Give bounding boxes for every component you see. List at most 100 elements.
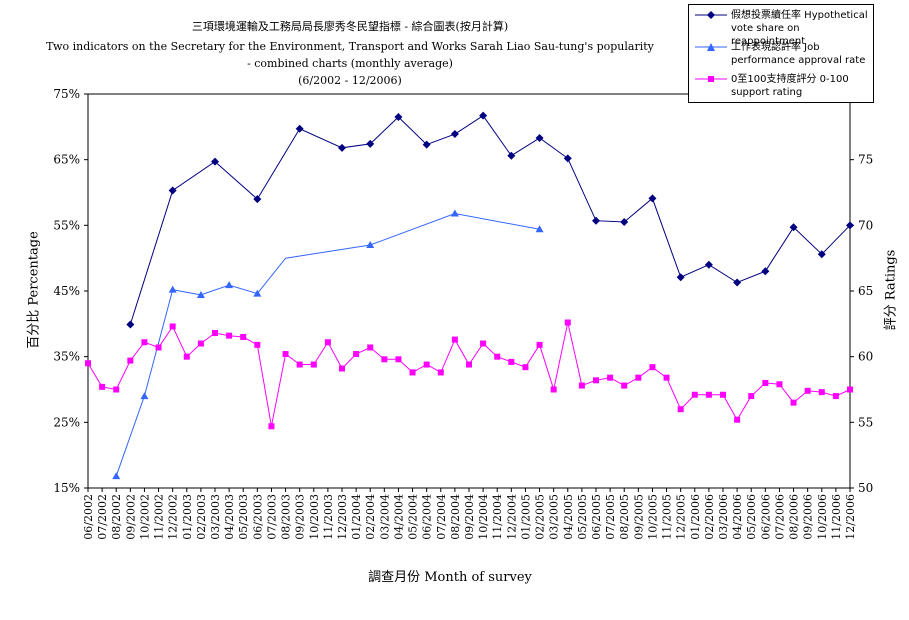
data-point-square — [607, 374, 614, 381]
x-tick-label: 11/2004 — [491, 494, 504, 540]
x-tick-label: 04/2005 — [562, 494, 575, 540]
data-point-square — [353, 351, 360, 358]
data-point-square — [494, 353, 501, 360]
series-line-0 — [129, 115, 851, 325]
chart-title-english: Two indicators on the Secretary for the … — [46, 40, 654, 53]
x-tick-label: 04/2004 — [392, 494, 405, 540]
data-point-triangle — [535, 225, 544, 233]
data-point-diamond — [394, 112, 403, 121]
series-line-2 — [87, 322, 851, 427]
data-point-square — [635, 374, 642, 381]
data-point-square — [127, 357, 134, 364]
x-tick-label: 04/2003 — [223, 494, 236, 540]
data-point-square — [296, 361, 303, 368]
x-tick-label: 08/2005 — [618, 494, 631, 540]
x-axis-label: 調查月份 Month of survey — [368, 570, 532, 585]
x-tick-label: 09/2003 — [294, 494, 307, 540]
chart-title-chinese: 三項環境運輸及工務局局長廖秀冬民望指標 - 綜合圖表(按月計算) — [191, 20, 509, 33]
data-point-square — [621, 382, 628, 389]
x-tick-label: 07/2004 — [435, 494, 448, 540]
data-point-diamond — [846, 221, 854, 230]
data-point-diamond — [789, 223, 798, 232]
data-point-square — [155, 344, 162, 351]
x-tick-label: 09/2006 — [802, 494, 815, 540]
x-tick-label: 12/2004 — [505, 494, 518, 540]
x-tick-label: 12/2002 — [167, 494, 180, 540]
legend-symbol-diamond — [695, 11, 727, 19]
legend-label-approval-2: performance approval rate — [731, 55, 866, 66]
x-tick-label: 09/2004 — [463, 494, 476, 540]
y-right-tick-label: 55 — [858, 415, 873, 429]
x-tick-label: 11/2003 — [322, 494, 335, 540]
x-tick-label: 06/2003 — [251, 494, 264, 540]
x-tick-label: 01/2004 — [350, 494, 363, 540]
legend-label-approval-1: 工作表現認許率 Job — [731, 42, 820, 53]
x-tick-label: 08/2002 — [110, 494, 123, 540]
data-point-square — [113, 386, 120, 393]
data-point-square — [705, 391, 712, 398]
x-tick-label: 01/2003 — [181, 494, 194, 540]
x-tick-label: 07/2003 — [265, 494, 278, 540]
x-tick-label: 03/2005 — [548, 494, 561, 540]
x-tick-label: 08/2004 — [449, 494, 462, 540]
data-point-square — [141, 339, 148, 346]
legend-label-rating-1: 0至100支持度評分 0-100 — [731, 74, 849, 85]
x-tick-label: 09/2005 — [632, 494, 645, 540]
data-point-square — [183, 353, 190, 360]
x-tick-label: 10/2003 — [308, 494, 321, 540]
chart-legend: 假想投票續任率 Hypothetical vote share on reappo… — [688, 4, 874, 103]
data-point-triangle — [196, 290, 205, 298]
y-left-tick-label: 25% — [53, 415, 80, 429]
x-tick-label: 05/2004 — [407, 494, 420, 540]
data-point-square — [536, 341, 543, 348]
y-left-tick-label: 45% — [53, 284, 80, 298]
data-point-square — [254, 341, 261, 348]
data-point-square — [578, 382, 585, 389]
data-point-square — [790, 399, 797, 406]
y-axis-right-label: 評分 Ratings — [883, 249, 899, 331]
data-point-triangle — [366, 241, 375, 249]
y-right-tick-label: 75 — [858, 153, 873, 167]
data-point-square — [776, 381, 783, 388]
legend-label-rating-2: support rating — [731, 87, 803, 98]
data-point-triangle — [112, 472, 121, 480]
data-point-triangle — [225, 281, 234, 289]
data-point-square — [268, 423, 275, 430]
data-point-square — [226, 332, 233, 339]
data-point-diamond — [366, 139, 375, 148]
data-point-square — [593, 377, 599, 384]
data-point-square — [480, 340, 487, 347]
x-tick-label: 12/2003 — [336, 494, 349, 540]
y-left-tick-label: 75% — [53, 87, 80, 101]
x-tick-label: 07/2002 — [96, 494, 109, 540]
x-tick-label: 01/2005 — [519, 494, 532, 540]
plot-area-frame — [87, 93, 851, 489]
x-tick-label: 07/2005 — [604, 494, 617, 540]
data-point-square — [85, 360, 91, 367]
data-point-square — [212, 330, 218, 337]
x-tick-label: 02/2004 — [364, 494, 377, 540]
data-point-square — [734, 416, 741, 423]
data-point-triangle — [450, 209, 459, 217]
data-point-diamond — [535, 133, 544, 142]
data-point-diamond — [338, 143, 346, 152]
x-tick-label: 12/2005 — [675, 494, 688, 540]
data-point-triangle — [253, 289, 262, 297]
x-tick-label: 07/2006 — [773, 494, 786, 540]
y-right-tick-label: 70 — [858, 218, 873, 232]
legend-label-reappointment-2: vote share on reappointment — [731, 23, 806, 47]
data-point-diamond — [253, 195, 262, 204]
x-tick-label: 11/2002 — [153, 494, 166, 540]
x-tick-label: 06/2002 — [82, 494, 95, 540]
data-point-square — [310, 361, 317, 368]
x-tick-label: 10/2002 — [138, 494, 151, 540]
data-point-square — [663, 374, 670, 381]
data-point-square — [324, 339, 331, 346]
data-point-diamond — [295, 124, 304, 133]
x-tick-label: 10/2004 — [477, 494, 490, 540]
series-line-1 — [115, 212, 540, 477]
data-point-square — [522, 364, 529, 371]
x-tick-label: 09/2002 — [124, 494, 137, 540]
data-point-square — [99, 383, 106, 390]
y-left-tick-label: 15% — [53, 481, 80, 495]
